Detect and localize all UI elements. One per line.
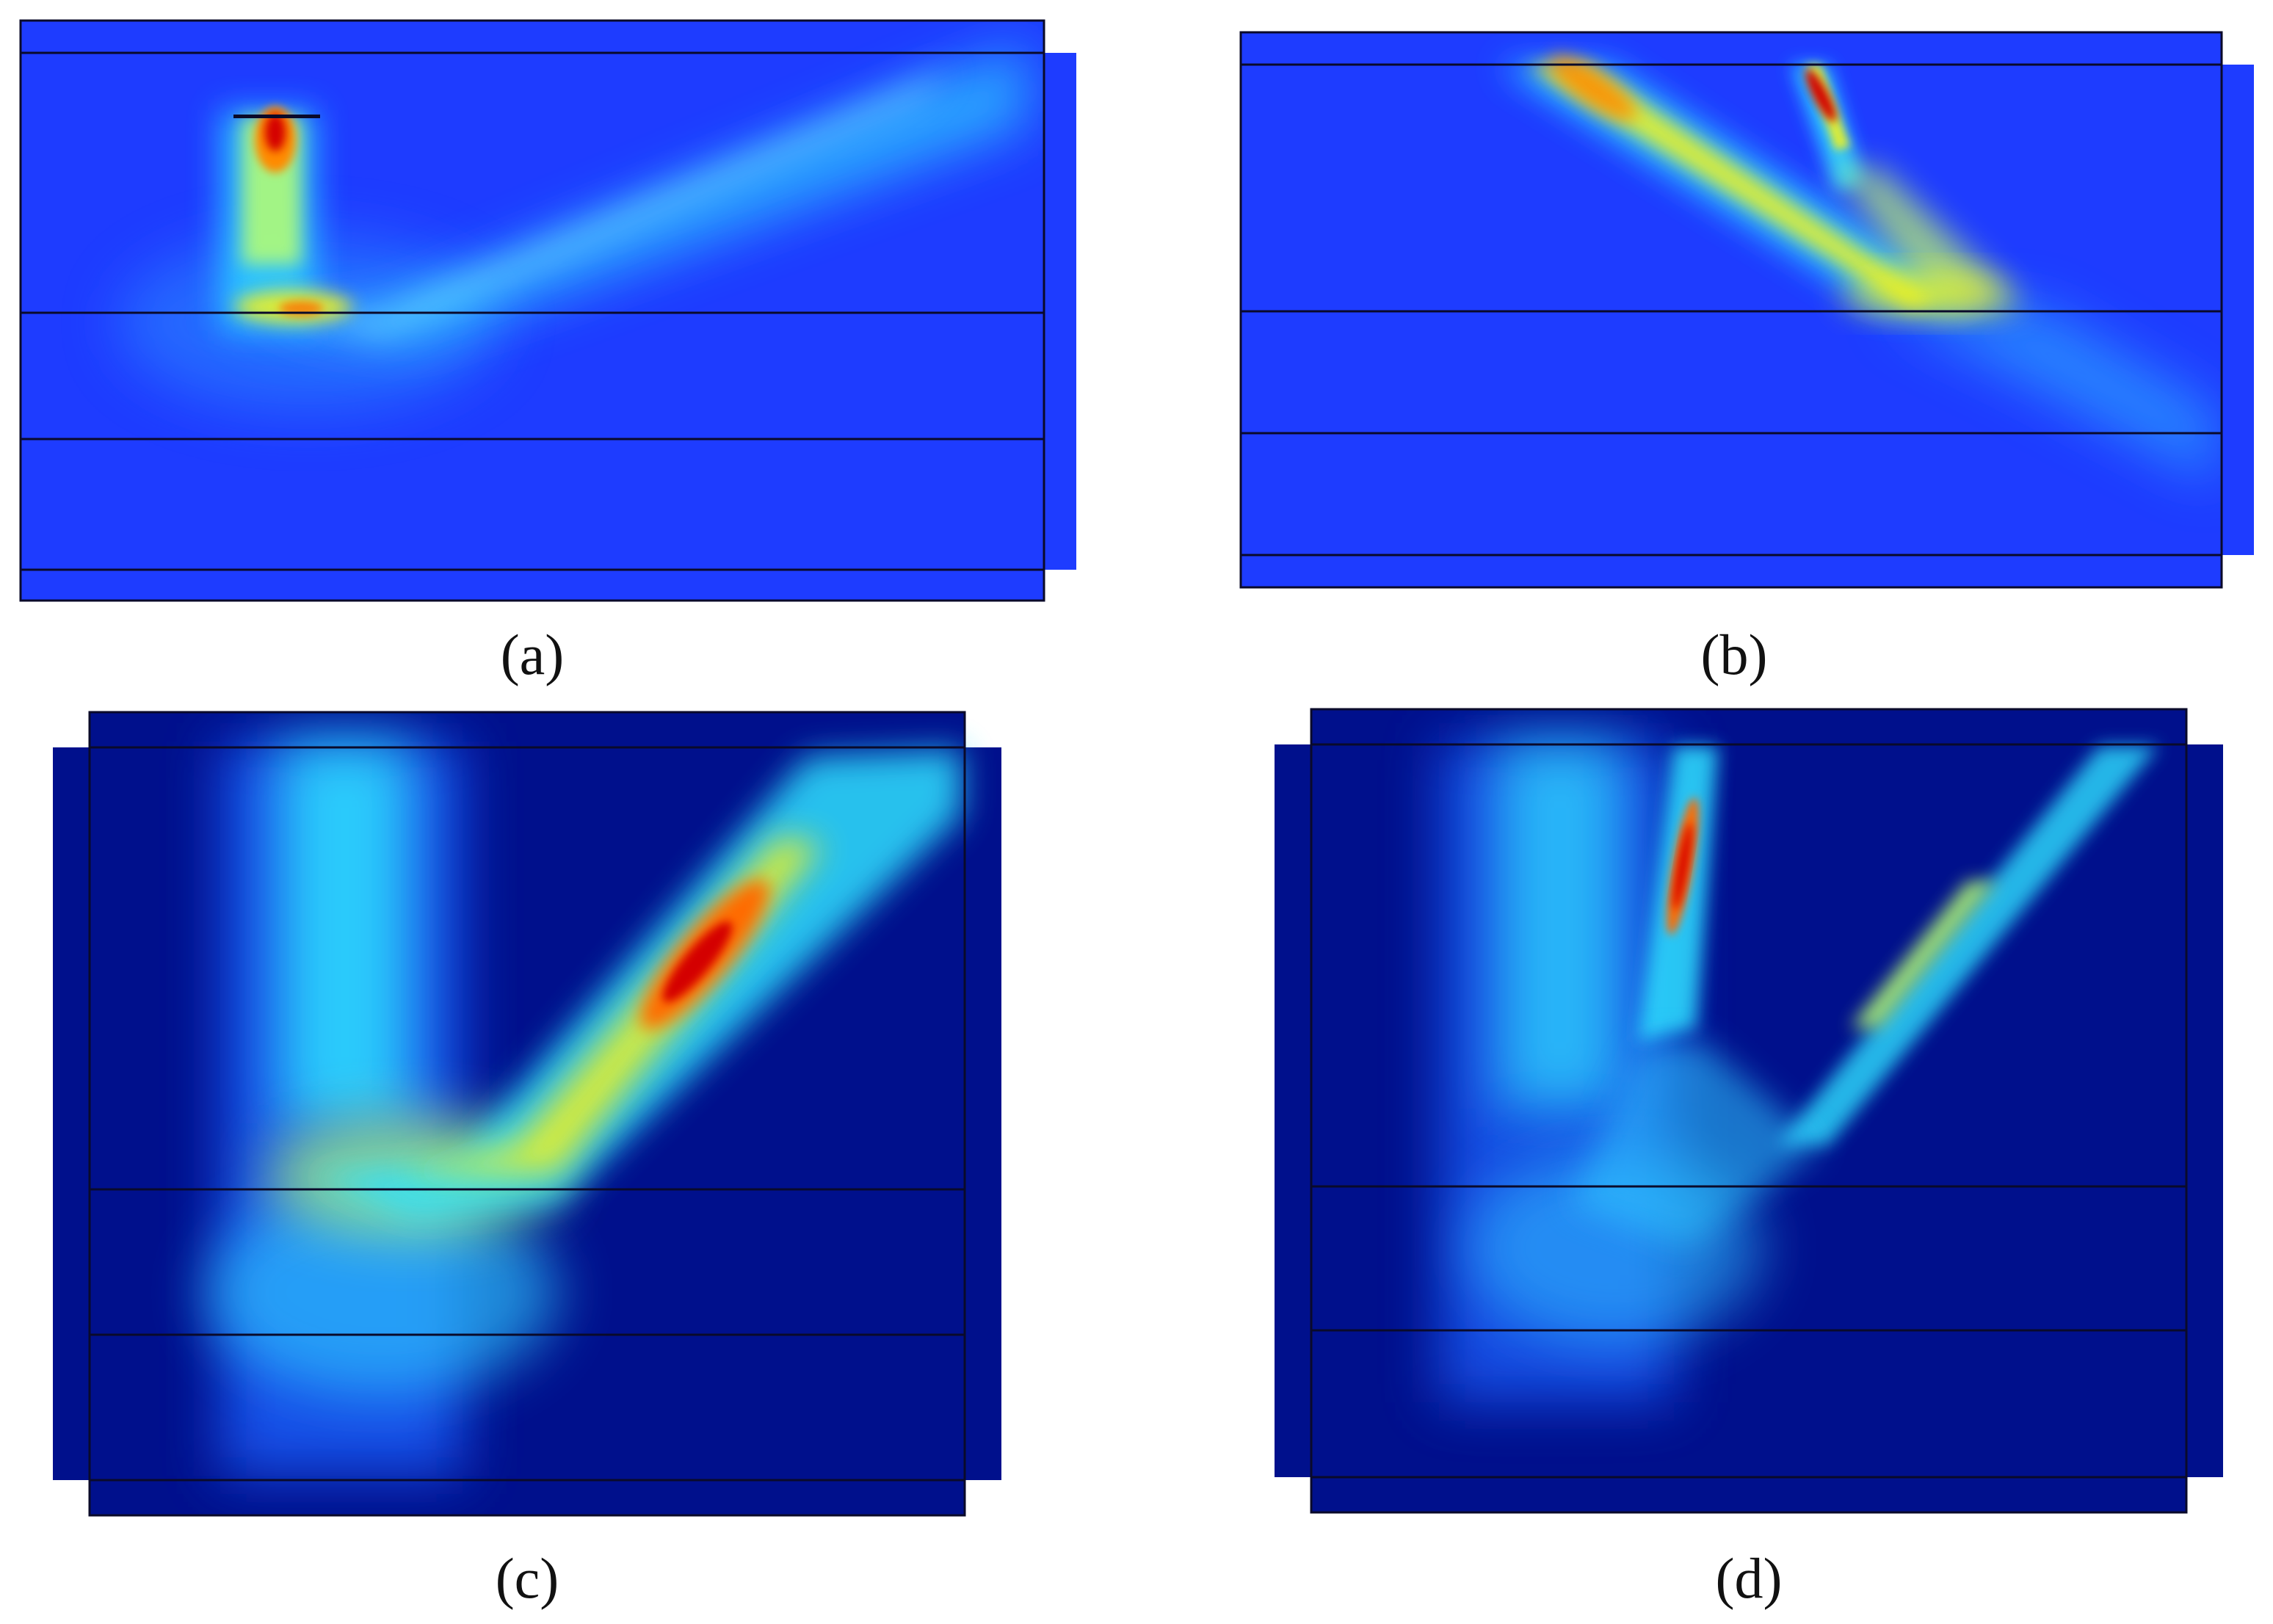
panel-c-side-block-right [963, 747, 1001, 1480]
panel-d-side-block-left [1275, 744, 1313, 1477]
panel-a-field-map: (a) [19, 19, 1076, 686]
panel-c-side-block-left [53, 747, 91, 1480]
panel-d-side-block-right [2185, 744, 2223, 1477]
panel-b-domain [1241, 32, 2222, 587]
panel-b-field-map: (b) [1239, 31, 2254, 686]
panel-a-caption: (a) [501, 623, 565, 686]
panel-c-caption: (c) [496, 1546, 559, 1610]
panel-b-caption: (b) [1701, 623, 1768, 686]
panel-d-caption: (d) [1716, 1546, 1783, 1610]
panel-d-field-map: (d) [1275, 708, 2223, 1610]
panel-a-source-bar [233, 115, 320, 118]
panel-b-side-block [2220, 65, 2254, 555]
panel-a-side-block [1043, 53, 1076, 570]
panel-c-field-map: (c) [53, 711, 1001, 1610]
